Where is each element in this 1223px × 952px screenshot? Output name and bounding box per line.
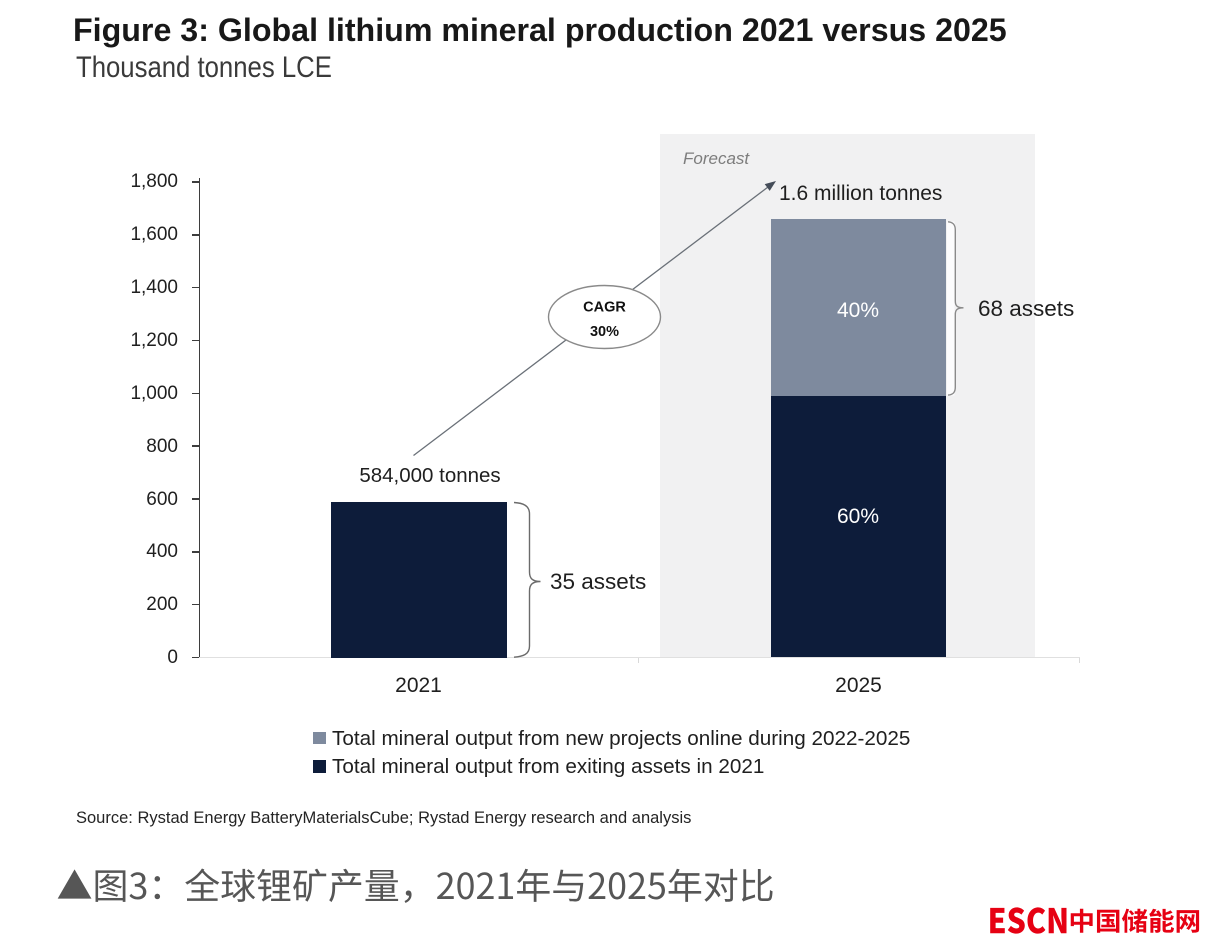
svg-text:30%: 30% bbox=[590, 324, 619, 340]
svg-text:CAGR: CAGR bbox=[583, 300, 626, 316]
